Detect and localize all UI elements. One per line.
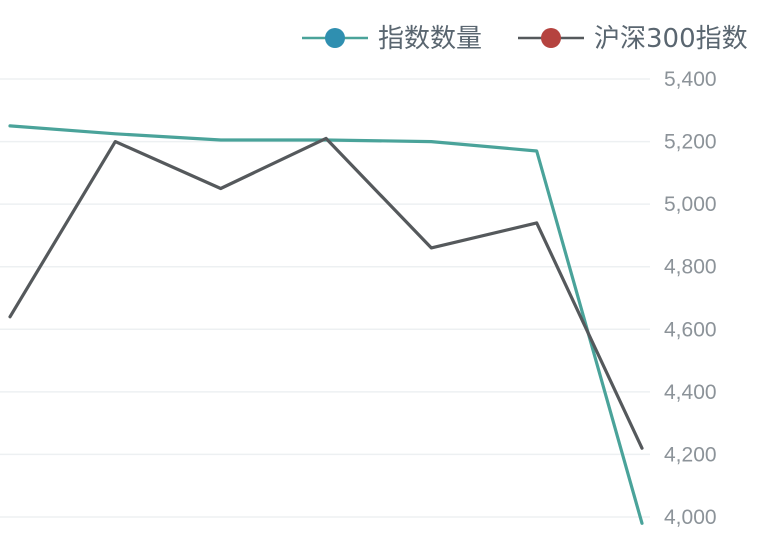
y-tick-label: 5,200 (664, 131, 717, 154)
series-lines (8, 124, 644, 525)
y-axis-ticks: 5,400 5,200 5,000 4,800 4,600 4,400 4,200 4,000 (664, 68, 717, 529)
gridlines (0, 78, 650, 518)
legend-item-series-2[interactable]: 沪深300指数 (518, 24, 748, 54)
legend-label: 沪深300指数 (594, 24, 748, 54)
y-tick-label: 5,000 (664, 193, 717, 216)
y-tick-label: 5,400 (664, 68, 717, 91)
y-tick-label: 4,000 (664, 506, 717, 529)
y-tick-label: 4,400 (664, 381, 717, 404)
legend-item-series-1[interactable]: 指数数量 (302, 24, 482, 54)
series-line-2 (8, 136, 644, 450)
legend-marker-icon (541, 28, 561, 48)
legend-marker-icon (325, 28, 345, 48)
legend-label: 指数数量 (378, 24, 482, 54)
y-tick-label: 4,600 (664, 318, 717, 341)
legend: 指数数量 沪深300指数 (302, 24, 748, 54)
y-tick-label: 4,200 (664, 443, 717, 466)
y-tick-label: 4,800 (664, 256, 717, 279)
series-line-1 (8, 124, 644, 525)
